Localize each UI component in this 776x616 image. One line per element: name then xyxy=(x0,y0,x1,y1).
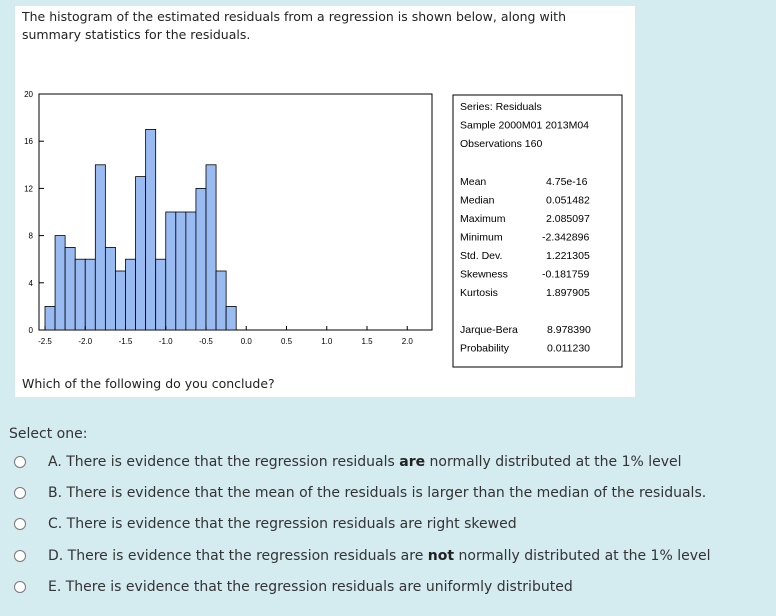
option-d[interactable]: D. There is evidence that the regression… xyxy=(14,544,711,568)
histogram-bar xyxy=(84,258,96,331)
question-intro: The histogram of the estimated residuals… xyxy=(22,9,566,42)
option-e[interactable]: E. There is evidence that the regression… xyxy=(14,575,573,599)
option-c[interactable]: C. There is evidence that the regression… xyxy=(14,512,517,536)
stats-value: 0.051482 xyxy=(546,195,590,207)
question-card: The histogram of the estimated residuals… xyxy=(15,6,635,397)
histogram-bar xyxy=(74,258,86,331)
stats-label: Median xyxy=(460,195,495,207)
stats-header-line: Observations 160 xyxy=(460,138,542,150)
histogram-bar xyxy=(175,211,187,331)
option-a-text[interactable]: A. There is evidence that the regression… xyxy=(48,454,682,470)
option-b-text[interactable]: B. There is evidence that the mean of th… xyxy=(48,485,706,501)
y-tick-label: 8 xyxy=(29,232,34,241)
stats-header-line: Sample 2000M01 2013M04 xyxy=(460,120,589,132)
option-a-post: normally distributed at the 1% level xyxy=(425,454,682,470)
y-tick-label: 12 xyxy=(24,184,33,193)
histogram-bar xyxy=(94,164,106,331)
option-d-pre: D. There is evidence that the regression… xyxy=(48,548,428,564)
histogram-bar xyxy=(165,211,177,331)
option-a-pre: A. There is evidence that the regression… xyxy=(48,454,400,470)
option-e-text[interactable]: E. There is evidence that the regression… xyxy=(48,579,573,595)
stats-label: Maximum xyxy=(460,213,506,225)
x-tick-label: -1.5 xyxy=(119,337,133,346)
stats-label: Minimum xyxy=(460,232,503,244)
x-tick-label: 1.0 xyxy=(321,337,333,346)
option-e-pre: E. There is evidence that the regression… xyxy=(48,579,573,595)
option-a-bold: are xyxy=(399,454,426,470)
stats-box xyxy=(452,94,623,368)
histogram-bar xyxy=(225,305,237,331)
stats-header-line: Series: Residuals xyxy=(460,101,542,113)
option-b-pre: B. There is evidence that the mean of th… xyxy=(48,485,707,501)
select-one-prompt: Select one: xyxy=(9,426,88,442)
histogram-chart: 0 4 8 12 16 20 -2.5 -2.0 -1.5 -1.0 -0.5 0.0 0.5 1.0 1.… xyxy=(24,90,623,368)
stats-label: Kurtosis xyxy=(460,287,498,299)
option-d-post: normally distributed at the 1% level xyxy=(454,548,711,564)
option-b[interactable]: B. There is evidence that the mean of th… xyxy=(14,481,706,505)
histogram-bar xyxy=(205,164,217,331)
stats-value: 1.897905 xyxy=(546,287,590,299)
stats-test-label: Jarque-Bera xyxy=(460,324,518,336)
option-a[interactable]: A. There is evidence that the regression… xyxy=(14,450,682,474)
x-tick-label: 2.0 xyxy=(402,337,414,346)
stats-label: Std. Dev. xyxy=(460,250,502,262)
radio-a[interactable] xyxy=(14,456,26,468)
x-tick-label: 1.5 xyxy=(361,337,373,346)
histogram-bar xyxy=(104,246,116,331)
option-d-text[interactable]: D. There is evidence that the regression… xyxy=(48,548,711,564)
stats-label: Mean xyxy=(460,176,486,188)
histogram-bar xyxy=(125,258,136,331)
y-tick-label: 0 xyxy=(29,326,34,335)
stats-value: 4.75e-16 xyxy=(546,176,588,188)
histogram-bar xyxy=(155,258,167,331)
option-c-pre: C. There is evidence that the regression… xyxy=(48,516,517,532)
radio-e[interactable] xyxy=(14,581,26,593)
x-tick-label: -2.5 xyxy=(38,337,52,346)
closing-question: Which of the following do you conclude? xyxy=(22,376,275,391)
stats-value: -0.181759 xyxy=(542,269,589,281)
stats-value: 2.085097 xyxy=(546,213,590,225)
histogram-bar xyxy=(185,211,197,331)
histogram-bar xyxy=(115,270,126,331)
histogram-bar xyxy=(44,305,56,331)
radio-d[interactable] xyxy=(14,550,26,562)
stats-value: -2.342896 xyxy=(542,232,589,244)
y-tick-label: 4 xyxy=(29,279,34,288)
x-tick-label: 0.0 xyxy=(241,337,253,346)
x-tick-label: -0.5 xyxy=(199,337,213,346)
option-d-bold: not xyxy=(427,548,455,564)
histogram-bar xyxy=(54,235,66,331)
y-tick-label: 16 xyxy=(24,137,33,146)
histogram-bar xyxy=(215,270,227,331)
y-tick-label: 20 xyxy=(24,90,33,99)
stats-test-label: Probability xyxy=(460,343,510,355)
x-tick-label: 0.5 xyxy=(281,337,293,346)
stats-test-value: 8.978390 xyxy=(547,324,591,336)
option-c-text[interactable]: C. There is evidence that the regression… xyxy=(48,516,517,532)
radio-c[interactable] xyxy=(14,518,26,530)
stats-value: 1.221305 xyxy=(546,250,590,262)
histogram-bar xyxy=(145,129,157,331)
x-tick-label: -2.0 xyxy=(78,337,92,346)
x-tick-label: -1.0 xyxy=(159,337,173,346)
histogram-bar xyxy=(135,176,147,331)
radio-b[interactable] xyxy=(14,487,26,499)
histogram-bar xyxy=(195,187,207,331)
stats-label: Skewness xyxy=(460,269,508,281)
stats-test-value: 0.011230 xyxy=(547,343,590,355)
histogram-bar xyxy=(64,246,76,331)
